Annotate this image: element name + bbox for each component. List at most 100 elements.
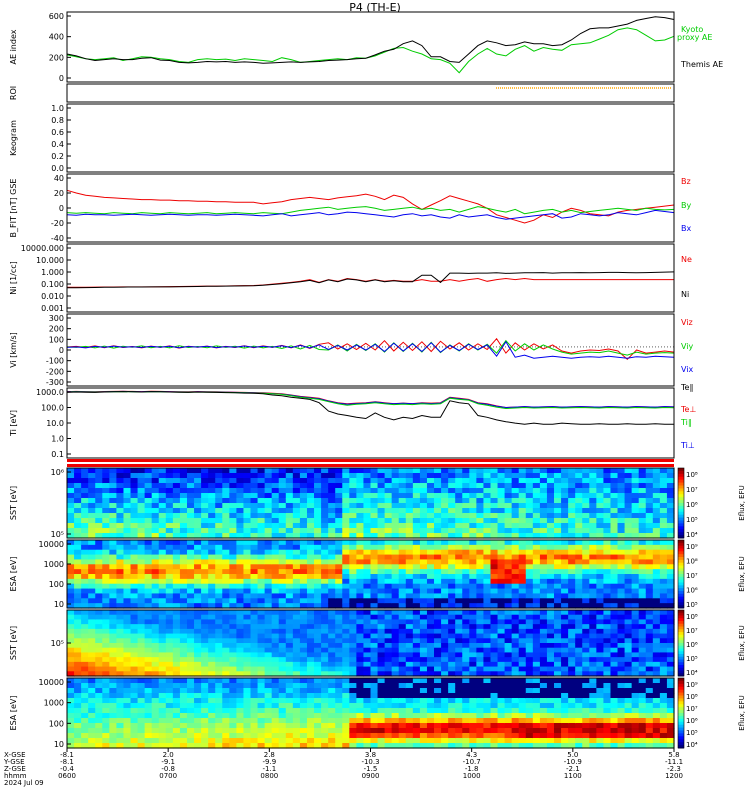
spectrogram-cell bbox=[158, 708, 167, 714]
spectrogram-cell bbox=[631, 666, 640, 672]
spectrogram-cell bbox=[504, 614, 513, 621]
spectrogram-cell bbox=[504, 628, 513, 635]
spectrogram-cell bbox=[179, 693, 188, 699]
spectrogram-cell bbox=[342, 738, 350, 744]
spectrogram-cell bbox=[215, 713, 223, 719]
spectrogram-cell bbox=[377, 624, 386, 630]
spectrogram-cell bbox=[582, 693, 590, 699]
spectrogram-cell bbox=[525, 661, 534, 668]
spectrogram-cell bbox=[370, 652, 379, 658]
spectrogram-cell bbox=[546, 483, 555, 489]
spectrogram-cell bbox=[356, 488, 365, 494]
spectrogram-cell bbox=[539, 614, 548, 621]
spectrogram-cell bbox=[257, 688, 266, 694]
spectrogram-cell bbox=[377, 733, 386, 739]
spectrogram-cell bbox=[130, 488, 139, 494]
spectrogram-cell bbox=[95, 728, 103, 734]
spectrogram-cell bbox=[412, 468, 421, 474]
spectrogram-cell bbox=[554, 513, 562, 519]
spectrogram-cell bbox=[186, 723, 195, 729]
spectrogram-cell bbox=[67, 468, 75, 474]
spectrogram-cell bbox=[95, 588, 103, 595]
spectrogram-cell bbox=[554, 688, 562, 694]
spectrogram-cell bbox=[109, 593, 118, 599]
spectrogram-cell bbox=[455, 488, 463, 494]
spectrogram-cell bbox=[194, 598, 202, 604]
spectrogram-cell bbox=[229, 574, 237, 580]
spectrogram-cell bbox=[201, 628, 209, 635]
spectrogram-cell bbox=[215, 698, 223, 704]
colorbar-segment bbox=[678, 526, 684, 530]
spectrogram-cell bbox=[123, 652, 132, 658]
spectrogram-cell bbox=[568, 638, 576, 644]
spectrogram-cell bbox=[582, 588, 590, 595]
spectrogram-cell bbox=[554, 610, 562, 616]
spectrogram-cell bbox=[314, 588, 322, 595]
spectrogram-cell bbox=[314, 718, 322, 724]
spectrogram-cell bbox=[511, 703, 520, 709]
spectrogram-cell bbox=[299, 578, 308, 585]
spectrogram-cell bbox=[370, 493, 379, 499]
spectrogram-cell bbox=[81, 583, 89, 590]
spectrogram-cell bbox=[659, 593, 668, 599]
spectrogram-cell bbox=[144, 588, 153, 595]
spectrogram-cell bbox=[568, 610, 576, 616]
spectrogram-cell bbox=[123, 559, 132, 565]
spectrogram-cell bbox=[568, 671, 576, 677]
spectrogram-cell bbox=[561, 518, 569, 524]
spectrogram-cell bbox=[490, 628, 499, 635]
spectrogram-cell bbox=[511, 528, 520, 534]
spectrogram-cell bbox=[215, 738, 223, 744]
spectrogram-cell bbox=[201, 652, 209, 658]
spectrogram-cell bbox=[74, 533, 82, 539]
spectrogram-cell bbox=[299, 743, 308, 749]
spectrogram-cell bbox=[575, 523, 583, 529]
spectrogram-cell bbox=[476, 508, 485, 514]
spectrogram-cell bbox=[257, 718, 266, 724]
spectrogram-cell bbox=[130, 624, 139, 630]
spectrogram-cell bbox=[448, 628, 456, 635]
spectrogram-cell bbox=[116, 544, 125, 551]
spectrogram-cell bbox=[384, 544, 393, 551]
panel-frame bbox=[66, 539, 675, 609]
spectrogram-cell bbox=[102, 657, 110, 663]
spectrogram-cell bbox=[568, 588, 576, 595]
spectrogram-cell bbox=[652, 638, 661, 644]
spectrogram-cell bbox=[201, 619, 209, 625]
spectrogram-cell bbox=[554, 468, 562, 474]
spectrogram-cell bbox=[363, 468, 372, 474]
spectrogram-cell bbox=[659, 498, 668, 504]
spectrogram-cell bbox=[539, 488, 548, 494]
spectrogram-cell bbox=[561, 743, 569, 749]
spectrogram-cell bbox=[659, 628, 668, 635]
spectrogram-cell bbox=[469, 678, 477, 684]
spectrogram-cell bbox=[398, 483, 407, 489]
spectrogram-cell bbox=[81, 493, 89, 499]
spectrogram-cell bbox=[130, 733, 139, 739]
spectrogram-cell bbox=[158, 678, 167, 684]
spectrogram-cell bbox=[546, 503, 555, 509]
spectrogram-cell bbox=[321, 493, 329, 499]
spectrogram-cell bbox=[74, 528, 82, 534]
spectrogram-cell bbox=[179, 638, 188, 644]
spectrogram-cell bbox=[666, 593, 675, 599]
spectrogram-cell bbox=[349, 488, 357, 494]
spectrogram-cell bbox=[398, 647, 407, 654]
spectrogram-cell bbox=[363, 728, 372, 734]
spectrogram-cell bbox=[349, 583, 357, 590]
spectrogram-cell bbox=[222, 708, 230, 714]
spectrogram-cell bbox=[165, 619, 174, 625]
colorbar-segment bbox=[678, 562, 684, 566]
spectrogram-cell bbox=[638, 544, 647, 551]
spectrogram-cell bbox=[398, 513, 407, 519]
spectrogram-cell bbox=[575, 610, 583, 616]
spectrogram-cell bbox=[462, 624, 470, 630]
spectrogram-cell bbox=[469, 508, 477, 514]
spectrogram-cell bbox=[419, 569, 428, 575]
spectrogram-cell bbox=[95, 683, 103, 689]
spectrogram-cell bbox=[412, 549, 421, 556]
colorbar-segment bbox=[678, 599, 684, 603]
spectrogram-cell bbox=[568, 652, 576, 658]
